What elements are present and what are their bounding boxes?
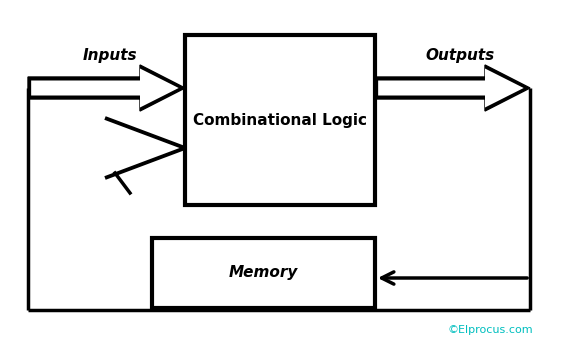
Text: Combinational Logic: Combinational Logic <box>193 112 367 128</box>
Bar <box>185 35 375 205</box>
Text: Inputs: Inputs <box>83 47 137 63</box>
Text: Outputs: Outputs <box>425 47 495 63</box>
Polygon shape <box>375 65 530 111</box>
Text: Memory: Memory <box>229 266 298 280</box>
Bar <box>152 238 375 308</box>
Text: ©Elprocus.com: ©Elprocus.com <box>447 325 533 335</box>
Polygon shape <box>28 65 185 111</box>
Polygon shape <box>378 68 524 108</box>
Polygon shape <box>31 68 179 108</box>
